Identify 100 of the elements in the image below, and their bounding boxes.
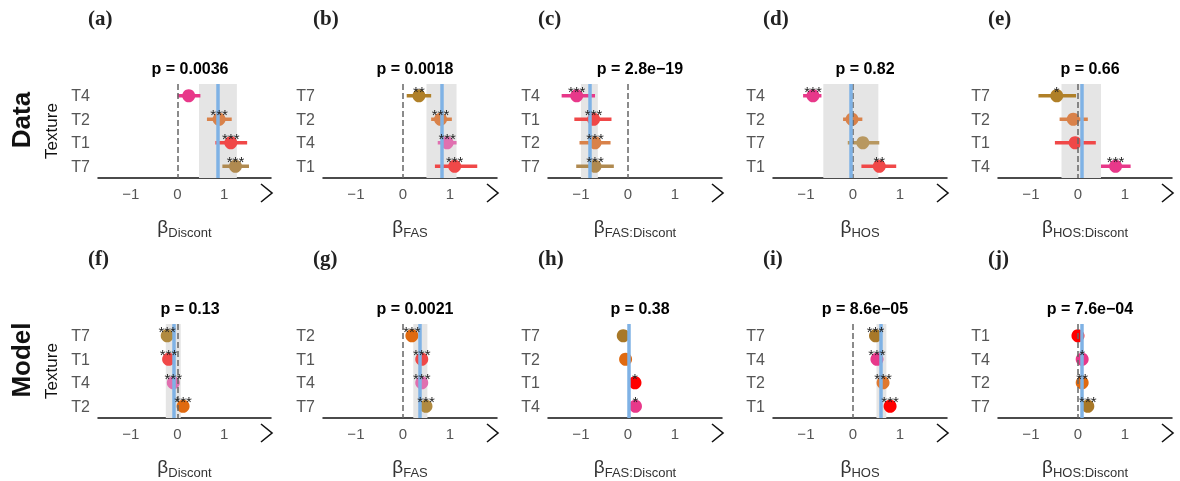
annotation: *** xyxy=(1079,393,1097,411)
x-tick-label: −1 xyxy=(347,425,365,442)
x-tick-label: 1 xyxy=(445,185,455,202)
annotation: *** xyxy=(226,153,245,171)
chart-subtitle: p = 2.8e−19 xyxy=(596,59,684,77)
x-tick-label: −1 xyxy=(1022,185,1040,202)
chart-title: (j) xyxy=(988,245,1009,270)
x-tick-label: −1 xyxy=(1022,425,1040,442)
y-tick-label: T1 xyxy=(71,134,91,152)
x-tick-label: −1 xyxy=(122,185,140,202)
point xyxy=(182,89,196,103)
chart-title: (i) xyxy=(763,245,783,270)
annotation: * xyxy=(632,393,639,411)
y-tick-label: T2 xyxy=(296,327,316,345)
y-tick-label: T7 xyxy=(71,327,91,345)
annotation: *** xyxy=(413,346,431,364)
text: Data xyxy=(6,91,36,149)
y-tick-label: T2 xyxy=(71,110,91,128)
y-axis-title: Texture xyxy=(42,103,62,159)
x-tick-label: 1 xyxy=(1120,425,1130,442)
annotation: *** xyxy=(417,393,435,411)
annotation: *** xyxy=(174,393,193,411)
chart-title: (d) xyxy=(763,5,789,30)
annotation: *** xyxy=(586,153,604,171)
y-tick-label: T7 xyxy=(296,397,316,415)
y-tick-label: T1 xyxy=(296,157,316,175)
chart-subtitle: p = 7.6e−04 xyxy=(1046,299,1134,317)
y-tick-label: T4 xyxy=(296,374,316,392)
y-tick-label: T4 xyxy=(296,134,316,152)
y-tick-label: T4 xyxy=(746,350,766,368)
x-tick-label: −1 xyxy=(797,425,815,442)
x-tick-label: −1 xyxy=(122,425,140,442)
y-tick-label: T1 xyxy=(971,327,991,345)
x-tick-label: −1 xyxy=(572,425,590,442)
y-axis-title: Texture xyxy=(42,343,62,399)
y-tick-label: T1 xyxy=(746,157,766,175)
x-tick-label: 1 xyxy=(895,185,905,202)
y-tick-label: T2 xyxy=(971,110,991,128)
y-tick-label: T2 xyxy=(971,374,991,392)
y-tick-label: T4 xyxy=(971,350,991,368)
point xyxy=(1066,112,1080,126)
y-tick-label: T4 xyxy=(971,157,991,175)
point xyxy=(856,136,870,150)
chart-title: (f) xyxy=(88,245,109,270)
annotation: *** xyxy=(164,369,183,387)
annotation: *** xyxy=(1106,153,1125,171)
x-tick-label: 0 xyxy=(848,185,858,202)
annotation: *** xyxy=(403,322,421,340)
chart-title: (a) xyxy=(88,5,113,30)
x-tick-label: 0 xyxy=(1073,185,1083,202)
chart-title: (c) xyxy=(538,5,562,30)
annotation: *** xyxy=(866,322,885,340)
annotation: *** xyxy=(438,129,457,147)
chart-subtitle: p = 0.0021 xyxy=(376,299,454,317)
x-tick-label: 1 xyxy=(670,185,680,202)
chart-subtitle: p = 0.0018 xyxy=(376,59,454,77)
chart-title: (h) xyxy=(538,245,564,270)
annotation: * xyxy=(1053,82,1060,100)
x-tick-label: 0 xyxy=(848,425,858,442)
y-tick-label: T4 xyxy=(71,374,91,392)
y-tick-label: T7 xyxy=(521,327,541,345)
x-tick-label: −1 xyxy=(797,185,815,202)
y-tick-label: T7 xyxy=(746,134,766,152)
annotation: *** xyxy=(804,82,822,100)
x-tick-label: 1 xyxy=(220,425,229,442)
y-tick-label: T4 xyxy=(521,397,541,415)
chart-title: (e) xyxy=(988,5,1012,30)
x-tick-label: 1 xyxy=(445,425,455,442)
annotation: *** xyxy=(159,346,178,364)
chart-subtitle: p = 0.66 xyxy=(1060,59,1120,77)
chart-subtitle: p = 0.82 xyxy=(835,59,895,77)
x-tick-label: 1 xyxy=(895,425,905,442)
annotation: *** xyxy=(158,322,177,340)
chart-title: (b) xyxy=(313,5,339,30)
y-tick-label: T7 xyxy=(521,157,541,175)
annotation: *** xyxy=(874,369,892,387)
y-tick-label: T7 xyxy=(296,87,316,105)
y-tick-label: T4 xyxy=(746,87,766,105)
y-tick-label: T1 xyxy=(521,110,541,128)
annotation: *** xyxy=(222,129,240,147)
y-tick-label: T7 xyxy=(971,87,991,105)
x-tick-label: 1 xyxy=(670,425,680,442)
chart-title: (g) xyxy=(313,245,338,270)
y-tick-label: T7 xyxy=(746,327,766,345)
annotation: *** xyxy=(584,106,603,124)
annotation: *** xyxy=(586,129,604,147)
y-tick-label: T1 xyxy=(296,350,316,368)
x-tick-label: 0 xyxy=(398,185,408,202)
y-tick-label: T4 xyxy=(71,87,91,105)
x-tick-label: 0 xyxy=(623,425,633,442)
y-tick-label: T4 xyxy=(521,87,541,105)
y-tick-label: T2 xyxy=(746,110,766,128)
x-tick-label: 0 xyxy=(173,425,182,442)
annotation: *** xyxy=(210,106,229,124)
y-tick-label: T7 xyxy=(971,397,991,415)
chart-subtitle: p = 0.38 xyxy=(610,299,670,317)
annotation: *** xyxy=(445,153,464,171)
annotation: *** xyxy=(413,369,431,387)
annotation: *** xyxy=(868,346,886,364)
text: Model xyxy=(6,322,36,398)
